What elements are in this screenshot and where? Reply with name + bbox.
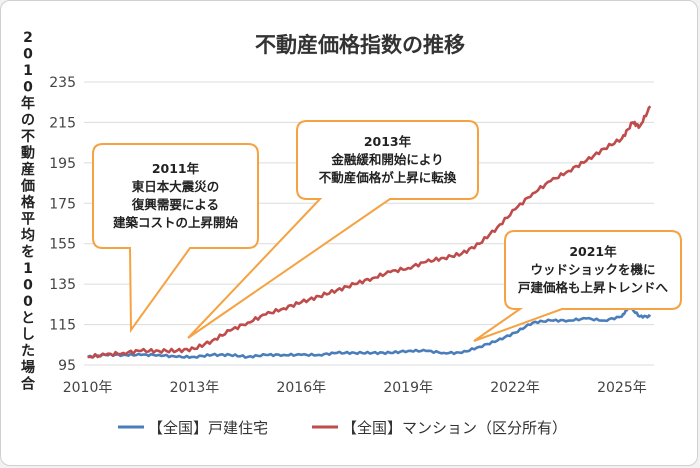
annotation-text: 建築コストの上昇開始 <box>113 215 239 230</box>
annotation-callouts: 2011年東日本大震災の復興需要による建築コストの上昇開始2013年金融緩和開始… <box>92 120 682 342</box>
callout-bubble <box>473 230 682 342</box>
y-axis-ticks: 95 115 135 155 175 195 215 235 <box>49 75 76 374</box>
annotation-text: 2011年 <box>152 161 200 176</box>
annotation-text: 不動産価格が上昇に転換 <box>319 170 457 185</box>
callout-bubble <box>187 120 479 339</box>
series-line-detached-house <box>87 305 652 360</box>
annotation-text: 金融緩和開始により <box>330 152 443 167</box>
y-tick-label: 235 <box>49 75 76 91</box>
y-tick-label: 95 <box>58 358 76 374</box>
annotation-text: 2021年 <box>569 244 617 259</box>
y-tick-label: 135 <box>49 277 76 293</box>
y-tick-label: 195 <box>49 156 76 172</box>
x-axis-ticks: 2010年 2013年 2016年 2019年 2022年 2025年 <box>63 380 647 396</box>
y-tick-label: 215 <box>49 115 76 131</box>
x-tick-label: 2022年 <box>490 380 540 396</box>
x-tick-label: 2013年 <box>170 380 220 396</box>
y-axis-label: 2 0 1 0 年の不動産価格平均を 1 0 0 とした場合 <box>20 30 36 393</box>
legend-label: 【全国】戸建住宅 <box>148 419 268 437</box>
series-line-condominium <box>87 105 652 359</box>
x-tick-label: 2016年 <box>276 380 326 396</box>
annotation-text: 東日本大震災の <box>132 179 220 194</box>
y-tick-label: 155 <box>49 237 76 253</box>
x-tick-label: 2019年 <box>383 380 433 396</box>
callout-bubble <box>92 143 259 334</box>
series-layer <box>87 105 652 360</box>
chart-title: 不動産価格指数の推移 <box>255 33 465 57</box>
annotation-text: 戸建価格も上昇トレンドへ <box>518 280 669 295</box>
y-tick-label: 175 <box>49 196 76 212</box>
annotation-text: ウッドショックを機に <box>530 262 655 277</box>
legend: 【全国】戸建住宅 【全国】マンション（区分所有） <box>118 419 567 437</box>
annotation-text: 2013年 <box>364 134 412 149</box>
y-tick-label: 115 <box>49 318 76 334</box>
annotation-text: 復興需要による <box>131 197 219 212</box>
x-tick-label: 2010年 <box>63 380 113 396</box>
x-tick-label: 2025年 <box>597 380 647 396</box>
legend-label: 【全国】マンション（区分所有） <box>342 419 567 437</box>
